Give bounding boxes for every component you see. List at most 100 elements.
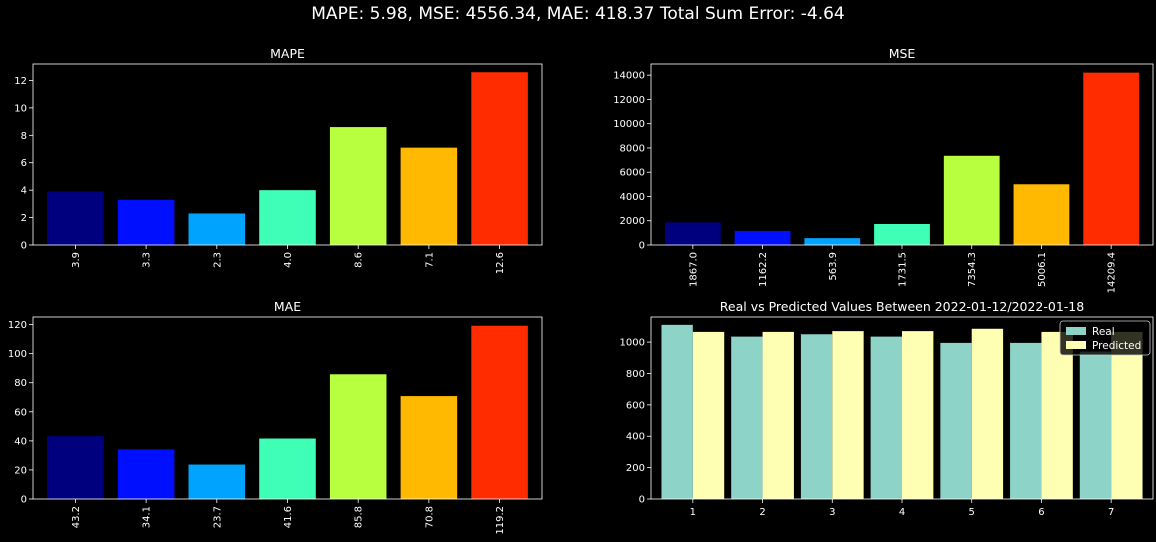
x-tick-label: 4 [899,507,905,518]
bar-predicted-5 [971,328,1004,499]
y-tick-label: 8 [21,131,27,142]
bar-4 [874,223,930,245]
bar-4 [259,190,316,245]
x-tick-label: 119.2 [495,506,506,535]
bar-predicted-7 [1111,331,1143,499]
x-tick-label: 23.7 [212,506,223,528]
bar-7 [471,325,528,499]
bar-real-6 [1010,342,1042,499]
x-tick-label: 7.1 [424,252,435,268]
y-tick-label: 4000 [620,192,645,203]
y-tick-label: 20 [14,465,27,476]
x-tick-label: 7 [1108,507,1114,518]
x-tick-label: 1162.2 [758,252,769,287]
y-tick-label: 400 [626,432,645,443]
x-tick-label: 1731.5 [898,252,909,287]
x-tick-label: 4.0 [283,252,294,268]
bar-real-3 [800,334,833,499]
bar-3 [188,464,246,499]
legend-swatch-predicted [1066,341,1086,349]
x-tick-label: 85.8 [354,506,365,528]
legend-swatch-real [1066,327,1086,335]
x-tick-label: 563.9 [828,252,839,281]
y-tick-label: 0 [21,495,27,506]
bar-predicted-4 [902,331,934,499]
bar-real-1 [661,324,693,499]
x-tick-label: 6 [1038,507,1044,518]
y-tick-label: 1000 [620,338,645,349]
bar-predicted-3 [832,331,864,499]
x-tick-label: 3 [829,507,835,518]
x-tick-label: 5006.1 [1037,252,1048,287]
bar-real-4 [870,336,902,499]
bar-real-2 [731,336,763,499]
legend-label-predicted: Predicted [1092,340,1141,352]
bar-1 [47,191,104,245]
x-tick-label: 12.6 [495,252,506,274]
y-tick-label: 60 [14,407,27,418]
x-tick-label: 14209.4 [1107,252,1118,293]
x-tick-label: 3.3 [142,252,153,268]
panel-1-title: MAPE [270,46,305,61]
y-tick-label: 0 [639,241,645,252]
bar-4 [259,438,316,499]
bar-6 [400,147,458,245]
bar-7 [471,72,528,246]
x-tick-label: 2.3 [212,252,223,268]
bar-2 [734,230,791,245]
y-tick-label: 8000 [620,143,645,154]
bar-1 [664,222,721,245]
bar-real-5 [940,342,972,499]
y-tick-label: 0 [21,241,27,252]
panel-2-title: MSE [889,46,916,61]
bar-5 [329,374,387,499]
bar-2 [117,449,175,499]
y-tick-label: 12000 [613,95,645,106]
y-tick-label: 80 [14,378,27,389]
y-tick-label: 4 [21,186,27,197]
x-tick-label: 34.1 [142,506,153,528]
bar-1 [47,436,104,499]
bar-predicted-2 [762,331,794,499]
y-tick-label: 100 [8,349,27,360]
y-tick-label: 2000 [620,216,645,227]
y-tick-label: 14000 [613,71,645,82]
y-tick-label: 6000 [620,168,645,179]
x-tick-label: 70.8 [424,506,435,528]
bar-3 [188,213,246,245]
x-tick-label: 1867.0 [688,252,699,287]
panel-2-frame [650,63,1154,246]
bar-6 [400,396,458,499]
figure-suptitle: MAPE: 5.98, MSE: 4556.34, MAE: 418.37 To… [311,4,845,24]
y-tick-label: 12 [14,76,27,87]
bar-2 [117,199,175,245]
y-tick-label: 0 [639,495,645,506]
y-tick-label: 6 [21,158,27,169]
panel-4-title: Real vs Predicted Values Between 2022-01… [720,299,1084,314]
bar-7 [1083,72,1140,246]
x-tick-label: 2 [759,507,765,518]
bar-6 [1013,184,1070,245]
x-tick-label: 7354.3 [967,252,978,287]
bar-predicted-6 [1041,331,1073,499]
x-tick-label: 43.2 [71,506,82,528]
legend-label-real: Real [1092,326,1115,338]
y-tick-label: 600 [626,400,645,411]
x-tick-label: 41.6 [283,506,294,528]
x-tick-label: 8.6 [354,252,365,268]
bar-5 [943,155,1000,245]
bar-5 [329,127,387,245]
y-tick-label: 2 [21,213,27,224]
bar-real-7 [1079,351,1112,499]
bar-3 [804,238,861,245]
y-tick-label: 10000 [613,119,645,130]
panel-3-title: MAE [274,299,301,314]
y-tick-label: 40 [14,436,27,447]
y-tick-label: 120 [8,320,27,331]
x-tick-label: 5 [969,507,975,518]
y-tick-label: 200 [626,463,645,474]
bar-predicted-1 [692,331,725,499]
y-tick-label: 800 [626,369,645,380]
x-tick-label: 3.9 [71,252,82,268]
